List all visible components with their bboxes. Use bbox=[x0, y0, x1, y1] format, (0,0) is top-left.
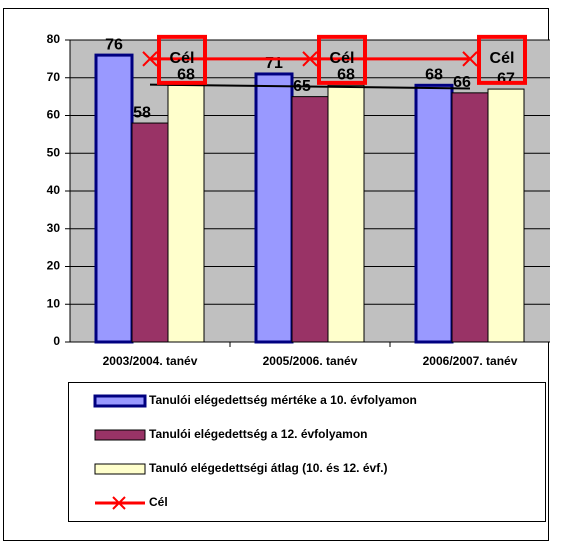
data-label: 58 bbox=[133, 104, 151, 121]
bar bbox=[327, 84, 365, 343]
legend-label: Tanuló elégedettségi átlag (10. és 12. é… bbox=[149, 461, 388, 475]
data-label: Cél bbox=[170, 50, 195, 67]
y-tick-label: 0 bbox=[53, 334, 60, 348]
data-label: Cél bbox=[490, 50, 515, 67]
marker bbox=[462, 51, 478, 67]
label-highlight bbox=[157, 34, 207, 85]
y-tick-label: 50 bbox=[47, 145, 61, 159]
label-highlight bbox=[477, 34, 527, 85]
legend-swatch bbox=[93, 394, 147, 408]
data-label: Cél bbox=[330, 50, 355, 67]
bar bbox=[131, 122, 169, 343]
y-tick-label: 80 bbox=[47, 32, 61, 46]
legend-swatch bbox=[94, 463, 146, 475]
bar bbox=[254, 72, 294, 344]
bar bbox=[487, 88, 525, 343]
y-tick-label: 30 bbox=[47, 221, 61, 235]
legend-swatch bbox=[94, 429, 146, 441]
y-tick-label: 40 bbox=[47, 183, 61, 197]
marker bbox=[142, 51, 158, 67]
bar bbox=[167, 84, 205, 343]
bar bbox=[94, 53, 134, 344]
y-tick-label: 60 bbox=[47, 108, 61, 122]
y-tick-label: 10 bbox=[47, 296, 61, 310]
label-highlight bbox=[317, 34, 367, 85]
bar bbox=[414, 83, 454, 344]
legend-marker bbox=[112, 496, 126, 510]
x-tick-label: 2006/2007. tanév bbox=[423, 354, 518, 368]
legend-label: Tanulói elégedettség mértéke a 10. évfol… bbox=[149, 393, 417, 407]
bar bbox=[291, 96, 329, 343]
data-label: 76 bbox=[105, 36, 123, 53]
legend-label: Tanulói elégedettség a 12. évfolyamon bbox=[149, 427, 368, 441]
data-label: 68 bbox=[177, 67, 195, 84]
marker bbox=[302, 51, 318, 67]
x-tick-label: 2005/2006. tanév bbox=[263, 354, 358, 368]
legend bbox=[68, 382, 546, 522]
data-label: 68 bbox=[337, 67, 355, 84]
bar bbox=[451, 92, 489, 343]
y-tick-label: 20 bbox=[47, 259, 61, 273]
y-tick-label: 70 bbox=[47, 70, 61, 84]
legend-label: Cél bbox=[149, 495, 168, 509]
trendline bbox=[149, 83, 471, 90]
x-tick-label: 2003/2004. tanév bbox=[103, 354, 198, 368]
data-label: 66 bbox=[453, 74, 471, 91]
data-label: 68 bbox=[425, 67, 443, 84]
